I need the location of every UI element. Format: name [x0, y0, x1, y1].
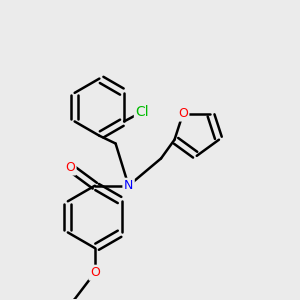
Text: O: O: [65, 161, 75, 174]
Text: O: O: [178, 107, 188, 120]
Text: Cl: Cl: [136, 105, 149, 119]
Text: N: N: [124, 179, 133, 192]
Text: O: O: [90, 266, 100, 279]
